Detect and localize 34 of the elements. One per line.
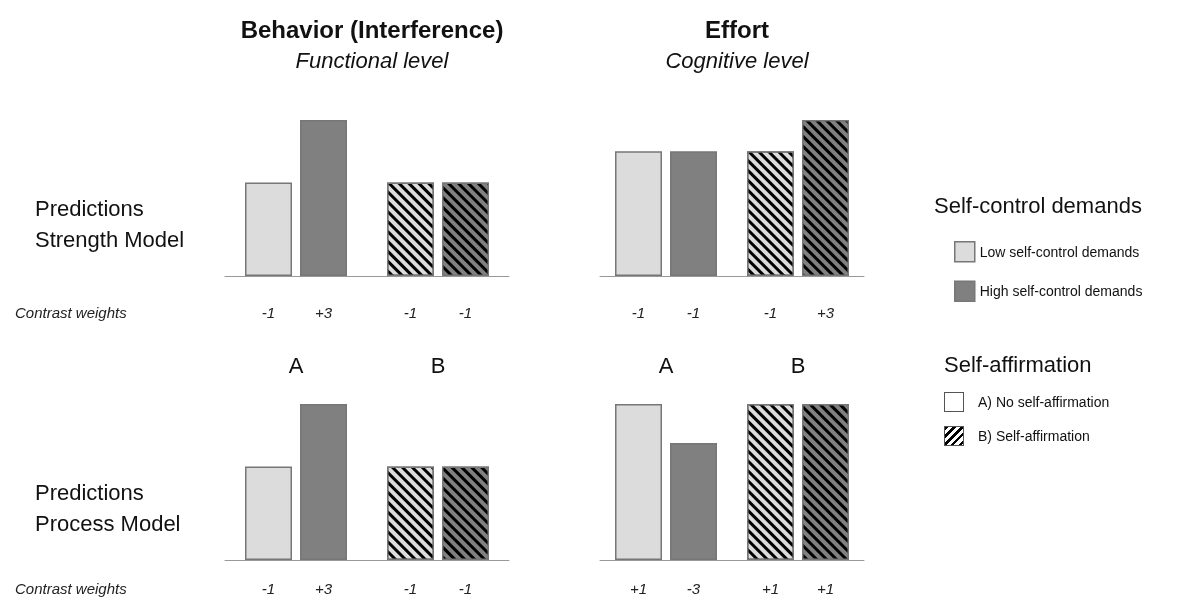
- chart-title: Effort: [705, 15, 769, 43]
- text: -1: [458, 579, 473, 597]
- text: Self-affirmation: [944, 352, 1093, 378]
- text: +1: [761, 579, 780, 597]
- text: A) No self-affirmation: [978, 394, 1110, 410]
- x-tick-label: A: [288, 352, 304, 378]
- y-axis-title: Predictions Strength Model: [35, 196, 185, 252]
- text: +1: [816, 579, 835, 597]
- text: -3: [686, 579, 701, 597]
- text: -1: [261, 579, 276, 597]
- legend-label: Low self-control demands: [979, 243, 1140, 260]
- text: -1: [403, 303, 418, 321]
- text: +3: [816, 303, 835, 321]
- text: Contrast weights: [15, 579, 128, 597]
- text: B) Self-affirmation: [978, 428, 1090, 444]
- legend-title: Self-control demands: [934, 192, 1142, 218]
- x-tick-label: A: [658, 352, 674, 378]
- chart-subtitle: Functional level: [295, 47, 450, 73]
- text: +3: [314, 303, 333, 321]
- text: -1: [686, 303, 701, 321]
- chart-title: Behavior (Interference): [240, 15, 504, 43]
- text: Contrast weights: [15, 303, 128, 321]
- text: +3: [314, 579, 333, 597]
- text: +1: [629, 579, 648, 597]
- y-axis-title: Predictions Process Model: [35, 480, 181, 536]
- legend-label: High self-control demands: [979, 283, 1143, 300]
- text: -1: [458, 303, 473, 321]
- x-tick-label: B: [790, 352, 806, 378]
- text: -1: [631, 303, 646, 321]
- text: -1: [763, 303, 778, 321]
- chart-subtitle: Cognitive level: [665, 47, 810, 73]
- x-tick-label: B: [430, 352, 446, 378]
- text: -1: [403, 579, 418, 597]
- text: -1: [261, 303, 276, 321]
